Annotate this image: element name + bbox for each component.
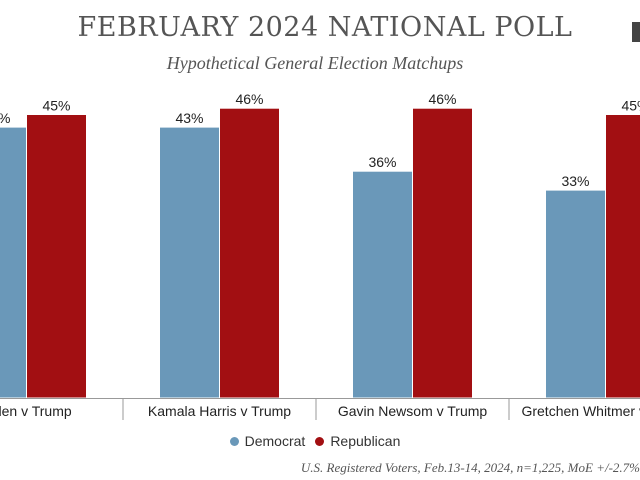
category-label-gavin-newsom-v-trump: Gavin Newsom v Trump: [338, 403, 488, 419]
democrat-dot-icon: [229, 436, 239, 446]
bar-democrat-biden-v-trump: [0, 126, 27, 399]
bar-democrat-gavin-newsom-v-trump: [352, 170, 413, 399]
legend-item-democrat: Democrat: [229, 433, 306, 449]
bar-republican-gavin-newsom-v-trump: [412, 107, 473, 399]
chart-subtitle: Hypothetical General Election Matchups: [166, 53, 464, 73]
chart-title: FEBRUARY 2024 NATIONAL POLL: [77, 12, 573, 43]
data-label-republican-gavin-newsom-v-trump: 46%: [428, 91, 456, 107]
bar-democrat-kamala-harris-v-trump: [159, 126, 220, 399]
bar-republican-kamala-harris-v-trump: [219, 107, 280, 399]
footnote: U.S. Registered Voters, Feb.13-14, 2024,…: [300, 460, 640, 475]
bar-republican-gretchen-whitmer-v-trump: [605, 114, 640, 399]
data-label-republican-gretchen-whitmer-v-trump: 45%: [621, 98, 640, 114]
data-label-republican-kamala-harris-v-trump: 46%: [235, 91, 263, 107]
bar-democrat-gretchen-whitmer-v-trump: [545, 189, 606, 399]
data-label-democrat-biden-v-trump: 43%: [0, 110, 11, 126]
bar-chart: 43% 45% Biden v Trump 43% 46% Kamala Harris v…: [0, 91, 640, 420]
data-label-democrat-kamala-harris-v-trump: 43%: [175, 110, 203, 126]
data-label-republican-biden-v-trump: 45%: [42, 98, 70, 114]
legend-label-democrat: Democrat: [244, 433, 306, 449]
bar-republican-biden-v-trump: [26, 114, 87, 399]
republican-dot-icon: [315, 436, 325, 446]
data-label-democrat-gretchen-whitmer-v-trump: 33%: [561, 173, 589, 189]
category-label-gretchen-whitmer-v-trump: Gretchen Whitmer v Trump: [521, 403, 640, 419]
category-label-biden-v-trump: Biden v Trump: [0, 403, 72, 419]
legend-label-republican: Republican: [330, 433, 401, 449]
logo-mark: [632, 22, 640, 42]
legend-item-republican: Republican: [315, 433, 400, 449]
data-label-democrat-gavin-newsom-v-trump: 36%: [368, 154, 396, 170]
legend: Democrat Republican: [0, 433, 630, 449]
category-label-kamala-harris-v-trump: Kamala Harris v Trump: [148, 403, 291, 419]
